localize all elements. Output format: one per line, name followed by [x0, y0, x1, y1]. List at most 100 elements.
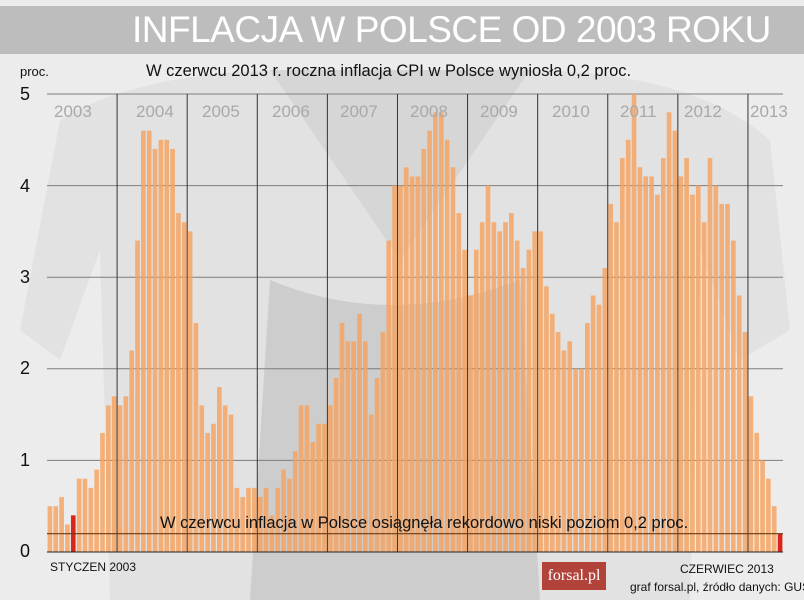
bar [403, 167, 409, 552]
bar [573, 368, 578, 552]
bar [374, 377, 380, 552]
bar [292, 451, 298, 552]
bar [514, 240, 520, 552]
bar [187, 231, 193, 552]
y-tick-label: 3 [20, 267, 31, 287]
bar [678, 176, 684, 552]
bar [386, 240, 392, 552]
bar [538, 231, 543, 552]
year-label: 2005 [202, 102, 240, 121]
bar [450, 167, 456, 552]
bar [100, 432, 105, 552]
y-tick-label: 2 [20, 358, 31, 378]
bar [392, 185, 397, 552]
bar [777, 533, 783, 552]
bar [602, 268, 608, 552]
bar [690, 194, 695, 552]
bar [409, 176, 415, 552]
year-label: 2004 [136, 102, 174, 121]
x-start-label: STYCZEN 2003 [50, 560, 137, 574]
bar [380, 332, 386, 552]
bar [257, 497, 263, 552]
y-tick-label: 1 [20, 450, 31, 470]
bar [748, 396, 754, 552]
bar [579, 368, 584, 552]
bar [532, 231, 538, 552]
bar [491, 222, 497, 553]
year-label: 2003 [54, 102, 92, 121]
bar [660, 158, 666, 552]
title-banner [0, 6, 804, 54]
bar [123, 396, 129, 552]
bar [106, 405, 111, 552]
bar [246, 487, 251, 552]
bar [252, 487, 257, 552]
bar [176, 213, 181, 552]
bar [415, 176, 421, 552]
bar [760, 460, 765, 552]
bar [468, 295, 473, 552]
bar [771, 506, 777, 552]
bar [281, 469, 286, 552]
bar [479, 222, 485, 553]
y-tick-label: 4 [20, 176, 31, 196]
bar [111, 396, 117, 552]
bar [584, 323, 590, 552]
year-label: 2011 [620, 102, 657, 121]
bar [59, 497, 64, 552]
bar [666, 112, 672, 552]
bar [608, 203, 614, 553]
bar [82, 478, 88, 552]
bar [398, 185, 403, 552]
bar [88, 487, 94, 552]
bar [631, 94, 637, 552]
bar [310, 442, 316, 552]
bar [754, 432, 760, 552]
y-tick-label: 5 [20, 84, 31, 104]
bar [275, 487, 281, 552]
bar [526, 249, 532, 552]
page-title: INFLACJA W POLSCE OD 2003 ROKU [132, 9, 771, 50]
bar [368, 414, 374, 552]
bar [549, 313, 555, 552]
bar [345, 341, 351, 552]
bar [65, 524, 70, 552]
bar [146, 130, 152, 552]
bar [438, 112, 444, 552]
year-label: 2008 [410, 102, 448, 121]
bar [620, 158, 625, 552]
bar [228, 414, 234, 552]
bar [129, 350, 135, 552]
bar [637, 167, 643, 552]
chart-annotation: W czerwcu inflacja w Polsce osiągnęła re… [160, 514, 689, 532]
bar [316, 423, 321, 552]
year-label: 2013 [750, 102, 788, 121]
y-axis-label: proc. [20, 64, 49, 79]
x-end-label: CZERWIEC 2013 [680, 562, 774, 576]
bar [544, 286, 549, 552]
bar [509, 213, 514, 552]
bar [485, 185, 491, 552]
bar [135, 240, 140, 552]
bar [427, 130, 432, 552]
bar [555, 332, 561, 552]
year-label: 2010 [552, 102, 590, 121]
bar [503, 222, 508, 553]
bar [193, 323, 199, 552]
y-tick-label: 0 [20, 541, 31, 561]
bar [304, 405, 310, 552]
bar [333, 377, 339, 552]
year-label: 2009 [480, 102, 518, 121]
bar [643, 176, 649, 552]
bar [216, 387, 222, 552]
bar [433, 112, 438, 552]
bar [240, 497, 246, 552]
bar [170, 148, 175, 552]
bar [713, 185, 719, 552]
year-label: 2007 [340, 102, 378, 121]
bar [298, 405, 304, 552]
bar [672, 130, 678, 552]
bar [421, 148, 427, 552]
bar [614, 222, 619, 553]
